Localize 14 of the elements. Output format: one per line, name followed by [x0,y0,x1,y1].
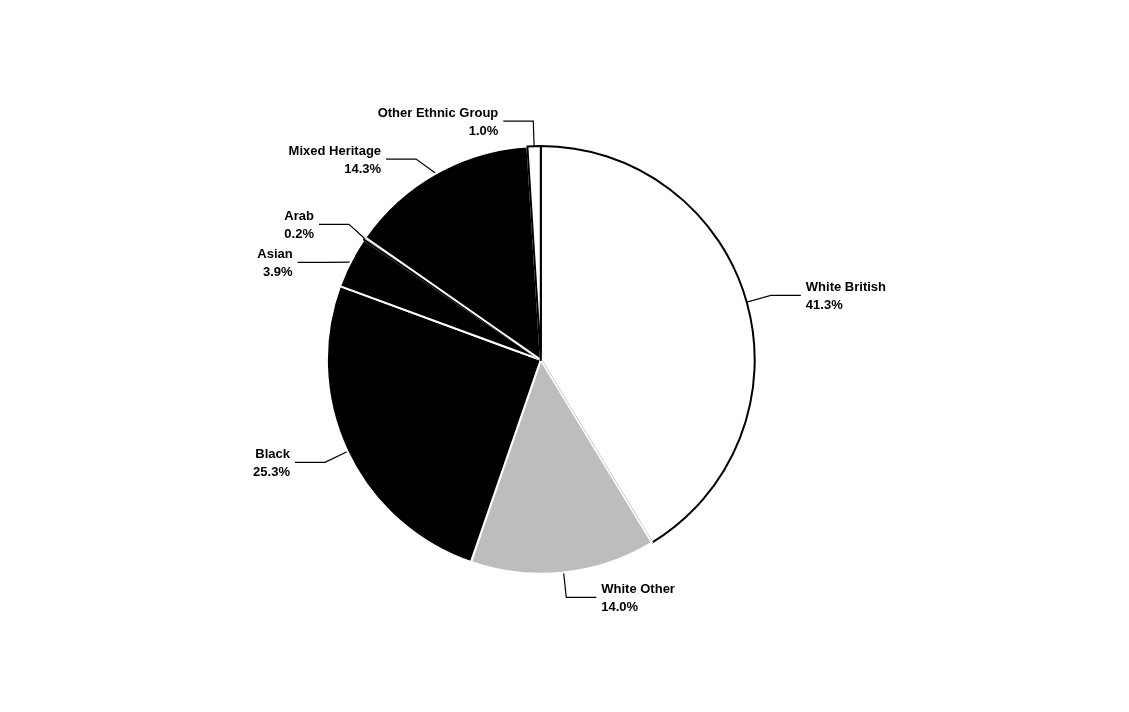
data-label: 1.0% [468,122,499,138]
slice-label: Other Ethnic Group [377,104,499,120]
slice-label: Black [255,445,291,461]
data-label: 25.3% [253,463,291,479]
slice-label: White British [805,278,887,294]
slice-label: Arab [284,207,315,223]
data-label: 14.0% [601,598,639,614]
data-label: 3.9% [263,263,294,279]
slice-label: Mixed Heritage [288,142,382,158]
data-label: 41.3% [805,296,844,312]
slice-label: White Other [601,580,675,596]
data-label: 14.3% [344,160,382,176]
data-label: 0.2% [284,225,315,241]
slice-label: Asian [257,245,293,261]
